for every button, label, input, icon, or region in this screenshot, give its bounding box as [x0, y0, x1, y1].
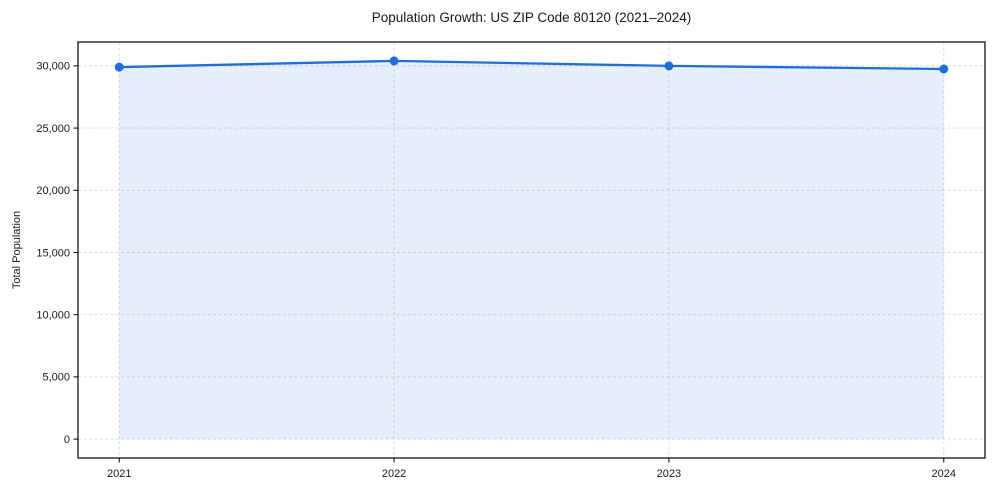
data-points-layer — [114, 56, 949, 74]
chart-title: Population Growth: US ZIP Code 80120 (20… — [371, 10, 692, 25]
y-tick-label: 25,000 — [36, 123, 70, 135]
plot-frame — [77, 41, 986, 459]
data-point — [389, 56, 399, 66]
series-line-layer — [118, 59, 945, 71]
y-tick-label: 5,000 — [42, 372, 70, 384]
data-point — [664, 61, 674, 71]
series-line — [118, 59, 945, 71]
data-point — [114, 62, 124, 72]
y-tick-label: 10,000 — [36, 309, 70, 321]
area-fill-layer — [119, 60, 944, 440]
tick-labels-layer: 0 5,000 10,000 15,000 20,000 25,000 30,000 2021… — [36, 61, 956, 480]
x-tick-label: 2023 — [657, 468, 681, 480]
plot-frame-layer — [77, 41, 986, 459]
grid — [78, 42, 985, 458]
y-tick-label: 0 — [64, 434, 70, 446]
x-tick-label: 2024 — [932, 468, 956, 480]
area-fill — [119, 60, 944, 440]
y-tick-label: 30,000 — [36, 61, 70, 73]
data-point — [939, 64, 949, 74]
x-tick-label: 2021 — [107, 468, 131, 480]
y-tick-label: 20,000 — [36, 185, 70, 197]
x-tick-label: 2022 — [382, 468, 406, 480]
y-tick-label: 15,000 — [36, 247, 70, 259]
axis-ticks-layer — [73, 65, 945, 463]
y-axis-label: Total Population — [11, 210, 23, 290]
